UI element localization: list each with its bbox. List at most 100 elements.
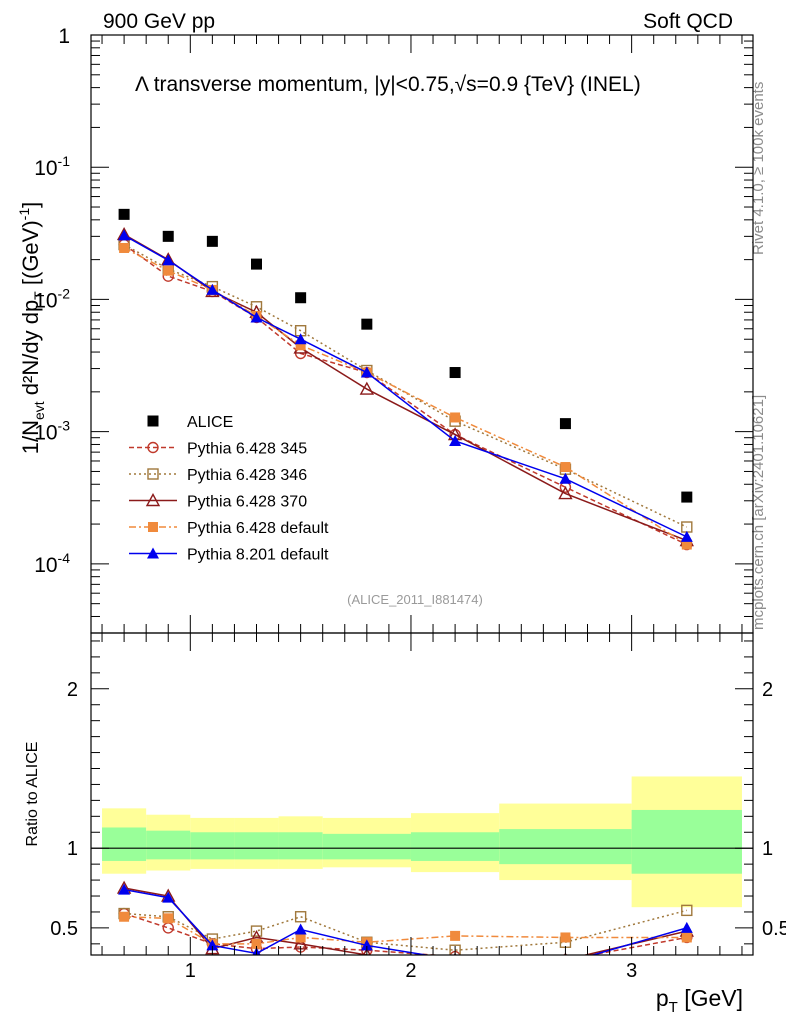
ylabel-part2: d²N/dy dp [18,300,43,395]
y-tick-exp: -3 [58,418,71,434]
ratio-line [123,888,688,955]
y-tick-exp: -1 [58,153,71,169]
data-point [118,229,131,241]
data-point [681,491,693,503]
data-point [559,472,572,484]
legend-marker [147,547,159,559]
ratio-point [119,911,130,922]
data-point [162,230,174,242]
ratio-x-tick-label: 2 [405,960,416,982]
header-right: Soft QCD [643,10,733,33]
ratio-series-4 [118,883,693,968]
ratio-series-3 [119,911,692,949]
ratio-line [124,909,687,951]
data-point [680,530,693,542]
ylabel-unit: [(GeV) [18,220,43,285]
main-axis-ticks: 110-110-210-310-4 [34,25,753,634]
ratio-panel: 0.5 0.5 1 1 2 2 1 2 3 Ratio to ALICE [24,632,786,982]
xlabel: pT [GeV] [656,985,743,1016]
ylabel-unit-sup: -1 [16,208,32,221]
ratio-axis-ticks: 0.5 0.5 1 1 2 2 1 2 3 [50,633,786,982]
ratio-point [294,923,307,935]
ratio-series-1 [118,904,693,955]
ratio-series [116,880,694,968]
ratio-point [163,913,174,924]
legend-marker [147,468,159,480]
data-point [560,462,571,473]
y-tick-exp: -4 [58,550,71,566]
xlabel-p: p [656,985,669,1011]
y-tick-base: 10 [34,157,57,180]
uncertainty-band-inner [146,830,191,860]
data-point [250,311,263,323]
uncertainty-band-inner [190,832,235,860]
uncertainty-band-inner [278,832,323,860]
main-series [116,208,694,551]
y-tick-label: 1 [58,25,70,48]
main-panel: Λ transverse momentum, |y|<0.75,√s=0.9 {… [34,25,754,634]
data-point [206,283,219,295]
uncertainty-band-inner [234,832,279,860]
legend-label: Pythia 6.428 370 [187,494,307,511]
ratio-point [118,883,131,895]
y-tick-base: 10 [34,422,57,445]
ratio-point [162,922,174,934]
series-5 [118,229,693,542]
ylabel-sub2: T [31,291,47,300]
series-line [123,234,688,538]
ratio-point [559,957,571,968]
uncertainty-band-inner [102,827,147,861]
y-tick-base: 10 [34,554,57,577]
legend-marker [147,415,159,427]
ratio-point [560,932,571,943]
legend-label: Pythia 6.428 345 [187,441,307,458]
ratio-y-tick-label: 0.5 [50,918,78,940]
y-tick-exp: -2 [58,285,71,301]
data-point [162,254,175,266]
data-point [294,333,307,345]
ratio-point [162,891,175,903]
ratio-point [681,932,692,943]
data-point [681,539,692,550]
ratio-y-tick-label: 2 [67,679,78,701]
ratio-y-tick-label-right: 2 [762,679,773,701]
data-point [359,381,375,395]
uncertainty-band-inner [499,829,632,865]
legend-label: ALICE [187,414,233,431]
data-point [360,366,373,378]
uncertainty-band-inner [410,832,500,861]
ratio-point [449,944,461,955]
uncertainty-band-inner [631,809,742,874]
series-2 [118,238,693,533]
legend-label: Pythia 6.428 346 [187,467,307,484]
ratio-y-tick-label-right: 0.5 [762,918,786,940]
legend-marker [147,441,159,454]
data-point [361,318,373,330]
ratio-point [251,938,262,949]
ratio-ylabel: Ratio to ALICE [24,742,41,847]
legend-marker [145,493,161,507]
series-0 [118,208,693,503]
side-site: mcplots.cern.ch [arXiv:2401.10621] [750,395,767,630]
data-point [163,265,174,276]
main-frame [90,34,754,634]
ylabel-sub1: evt [31,401,47,420]
data-point [119,242,130,253]
y-tick-label: 10-1 [34,153,70,180]
uncertainty-band-inner [322,833,411,860]
data-point [559,418,571,430]
data-point [251,258,262,270]
data-point [449,367,461,379]
ratio-y-tick-label: 1 [67,838,78,860]
main-ylabel: 1/Nevt d²N/dy dpT [(GeV)-1] [16,202,47,455]
data-point [295,340,306,351]
data-point [450,412,461,423]
ratio-point [294,911,307,923]
legend-label: Pythia 6.428 default [187,520,329,537]
ratio-point [450,930,461,941]
y-tick-base: 10 [34,289,57,312]
y-tick-label: 10-3 [34,418,70,445]
ratio-point [360,939,373,951]
data-point [206,235,218,247]
